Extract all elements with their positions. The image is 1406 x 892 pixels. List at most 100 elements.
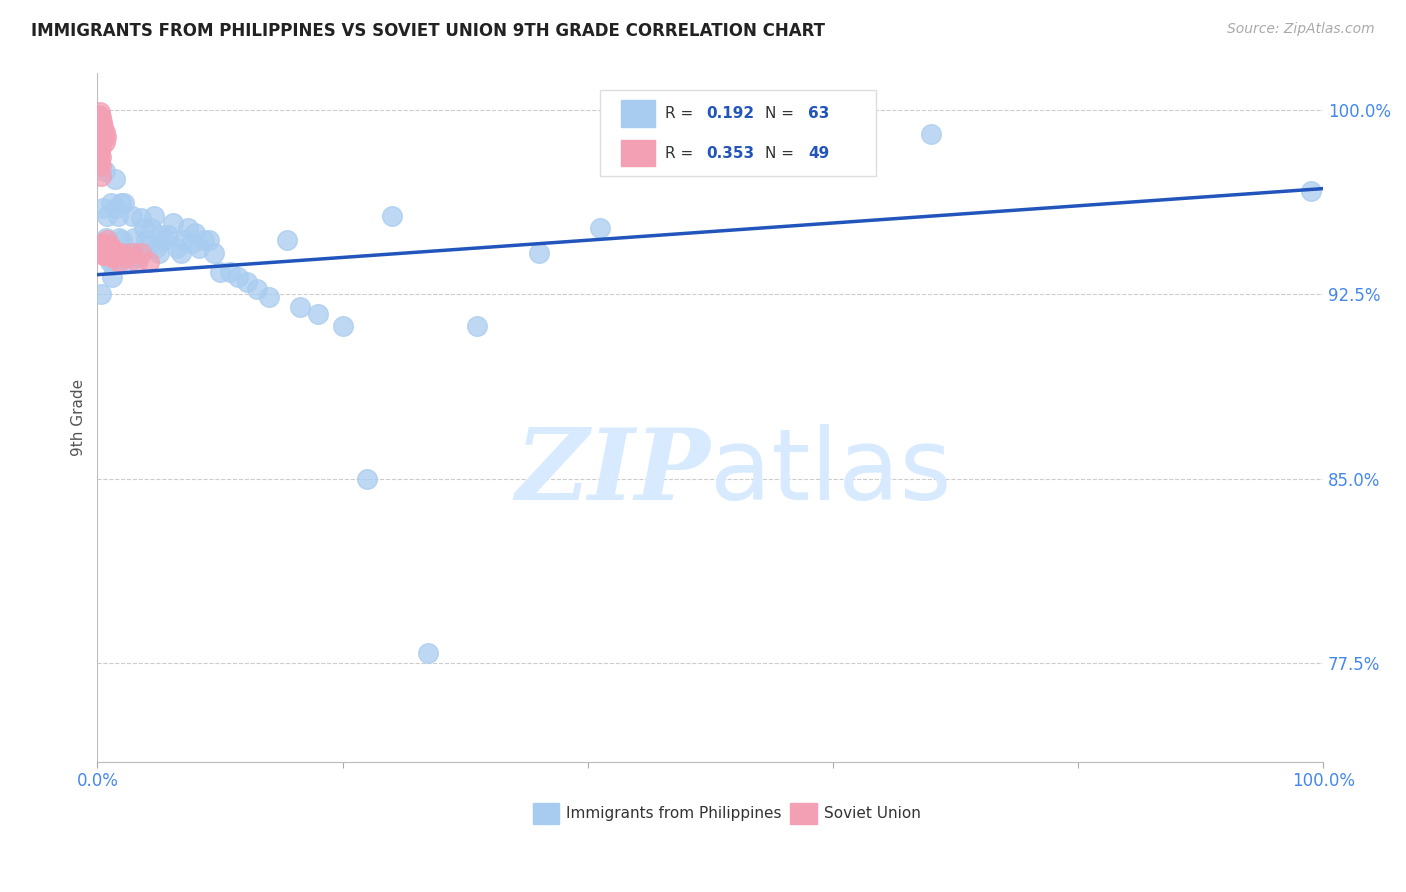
Point xyxy=(97,248,120,262)
Point xyxy=(89,154,111,169)
Text: Immigrants from Philippines: Immigrants from Philippines xyxy=(565,805,782,821)
Point xyxy=(93,125,115,139)
FancyBboxPatch shape xyxy=(621,101,655,127)
Point xyxy=(246,282,269,296)
Point xyxy=(103,245,125,260)
Point xyxy=(94,231,117,245)
Point xyxy=(1299,184,1322,198)
Point xyxy=(193,233,215,247)
Text: Source: ZipAtlas.com: Source: ZipAtlas.com xyxy=(1227,22,1375,37)
Point xyxy=(100,196,122,211)
Point xyxy=(188,241,211,255)
Point xyxy=(920,128,942,142)
Point xyxy=(103,171,125,186)
Text: N =: N = xyxy=(765,145,799,161)
Point xyxy=(131,211,153,226)
Point xyxy=(118,255,141,269)
Point xyxy=(141,221,163,235)
Point xyxy=(90,110,112,124)
Point xyxy=(93,243,115,257)
Point xyxy=(145,241,167,255)
Point xyxy=(87,108,110,122)
Point xyxy=(90,160,112,174)
Point xyxy=(332,319,354,334)
FancyBboxPatch shape xyxy=(533,803,560,823)
Point xyxy=(96,209,118,223)
Point xyxy=(108,231,131,245)
Point xyxy=(93,164,115,178)
Point xyxy=(103,251,125,265)
Point xyxy=(90,169,112,184)
Point xyxy=(198,233,221,247)
Point xyxy=(202,245,225,260)
Point xyxy=(89,145,111,159)
Point xyxy=(90,150,112,164)
Point xyxy=(93,120,115,134)
Point xyxy=(108,255,131,269)
Text: 63: 63 xyxy=(808,106,830,121)
Point xyxy=(122,231,145,245)
Point xyxy=(101,270,124,285)
Point xyxy=(98,255,121,269)
Point xyxy=(111,233,134,247)
Point xyxy=(97,238,120,252)
Point xyxy=(226,270,249,285)
Point xyxy=(380,209,402,223)
Point xyxy=(93,201,115,215)
Point xyxy=(218,265,240,279)
Point xyxy=(103,258,125,272)
Point xyxy=(94,238,117,252)
FancyBboxPatch shape xyxy=(600,90,876,177)
Point xyxy=(128,251,150,265)
Point xyxy=(93,248,115,262)
Point xyxy=(177,221,200,235)
Point xyxy=(180,235,202,250)
Text: 0.192: 0.192 xyxy=(707,106,755,121)
Text: ZIP: ZIP xyxy=(515,425,710,521)
Point xyxy=(93,130,115,145)
Point xyxy=(91,125,114,139)
Point xyxy=(94,248,117,262)
Point xyxy=(150,228,173,243)
Point xyxy=(527,245,550,260)
Point xyxy=(93,238,115,252)
Point xyxy=(90,287,112,301)
Text: Soviet Union: Soviet Union xyxy=(824,805,921,821)
Point xyxy=(121,245,143,260)
Point xyxy=(589,221,612,235)
Point xyxy=(142,209,165,223)
Text: IMMIGRANTS FROM PHILIPPINES VS SOVIET UNION 9TH GRADE CORRELATION CHART: IMMIGRANTS FROM PHILIPPINES VS SOVIET UN… xyxy=(31,22,825,40)
Point xyxy=(112,196,135,211)
Point xyxy=(96,243,118,257)
Point xyxy=(166,241,188,255)
Point xyxy=(148,245,170,260)
Point xyxy=(110,196,132,211)
Point xyxy=(90,120,112,134)
Point xyxy=(157,228,180,243)
Point xyxy=(104,201,127,215)
Point xyxy=(170,245,193,260)
Point xyxy=(236,275,259,289)
Point xyxy=(87,147,110,161)
Text: 0.353: 0.353 xyxy=(707,145,755,161)
Point xyxy=(91,235,114,250)
Point xyxy=(121,209,143,223)
Text: N =: N = xyxy=(765,106,799,121)
Point xyxy=(90,140,112,154)
Point xyxy=(89,115,111,129)
Point xyxy=(87,118,110,132)
Text: 49: 49 xyxy=(808,145,830,161)
Point xyxy=(418,647,440,661)
Point xyxy=(125,245,148,260)
Point xyxy=(94,130,117,145)
Text: R =: R = xyxy=(665,145,697,161)
Point xyxy=(356,472,378,486)
Point xyxy=(467,319,489,334)
Point xyxy=(138,238,160,252)
Point xyxy=(307,307,329,321)
Point xyxy=(97,245,120,260)
Point xyxy=(101,241,124,255)
Point xyxy=(100,251,122,265)
Point xyxy=(288,300,311,314)
Point xyxy=(138,255,160,269)
